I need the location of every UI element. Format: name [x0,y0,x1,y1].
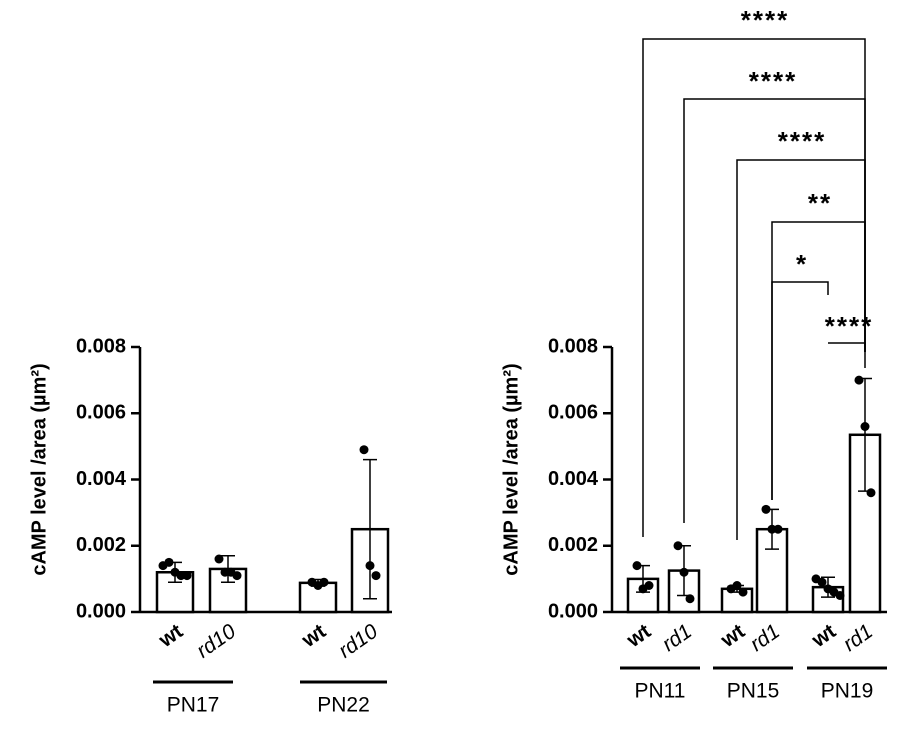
significance-bracket [642,38,866,537]
x-tick-label: wt [297,620,330,653]
y-tick-label: 0.008 [548,335,598,357]
y-tick-label: 0.002 [548,534,598,556]
error-bar [363,458,377,600]
data-point [359,445,369,455]
data-point [182,571,192,581]
x-tick-label: rd1 [658,620,696,656]
y-tick-label: 0.000 [76,600,126,622]
data-point [738,587,748,597]
group-label: PN19 [821,680,874,703]
significance-label: **** [741,5,789,35]
data-point [673,541,683,551]
y-axis-label: cAMP level /area (µm²) [500,363,522,575]
x-tick-label: wt [807,620,840,653]
y-tick-label: 0.006 [76,402,126,424]
significance-label: ** [808,188,832,218]
significance-bracket [736,159,866,540]
data-point [232,571,242,581]
y-tick-label: 0.006 [548,402,598,424]
data-point [644,581,654,590]
y-tick-label: 0.004 [548,468,599,490]
x-tick-label: wt [154,620,187,653]
data-point [835,590,845,600]
x-tick-label: rd10 [334,620,382,663]
data-point [817,577,827,587]
x-tick-label: rd10 [192,620,240,663]
y-tick-label: 0.004 [76,468,127,490]
data-point [632,561,642,571]
y-axis-label: cAMP level /area (µm²) [28,363,50,575]
data-point [685,594,695,604]
data-point [164,557,174,567]
group-label: PN15 [727,680,780,703]
y-tick-label: 0.000 [548,600,598,622]
data-point [679,567,689,577]
group-label: PN22 [317,694,370,717]
data-point [854,375,864,385]
data-point [773,524,783,534]
data-point [214,554,224,564]
significance-label: **** [749,66,797,96]
significance-bracket [771,281,829,500]
y-tick-label: 0.002 [76,534,126,556]
data-point [761,504,771,514]
x-tick-label: wt [622,620,655,653]
data-point [371,571,381,581]
significance-label: **** [825,311,873,341]
x-tick-label: rd1 [839,620,877,656]
data-point [860,422,870,431]
data-point [319,577,329,587]
data-point [732,581,742,590]
significance-bracket [828,342,866,368]
group-label: PN11 [635,680,686,703]
data-point [365,561,375,571]
data-point [866,488,876,498]
group-label: PN17 [167,694,220,717]
x-tick-label: rd1 [746,620,784,656]
y-tick-label: 0.008 [76,335,126,357]
significance-label: * [796,249,808,279]
significance-label: **** [778,126,826,156]
x-tick-label: wt [716,620,749,653]
